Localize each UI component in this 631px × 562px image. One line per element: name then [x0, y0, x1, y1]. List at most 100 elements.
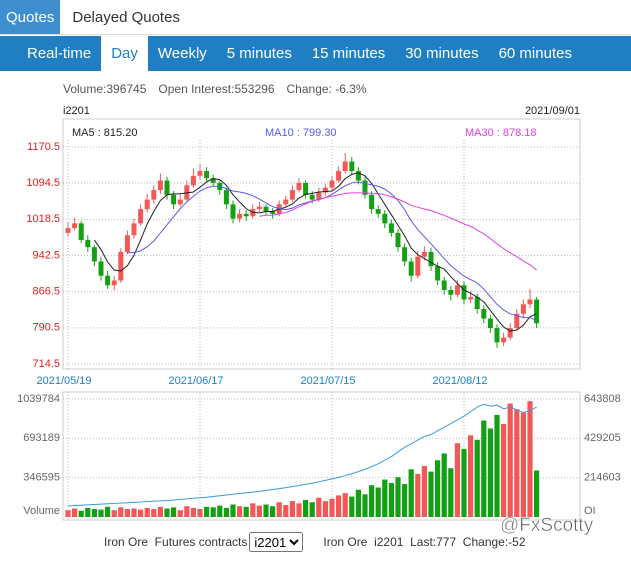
info-text: Volume:396745: [63, 82, 147, 96]
volume-bar: [270, 506, 276, 517]
volume-bar: [177, 510, 183, 517]
volume-bar: [65, 510, 71, 517]
date-label: 2021/09/01: [525, 105, 580, 117]
tab[interactable]: Quotes: [0, 0, 61, 34]
candle-body: [243, 213, 249, 217]
candle-body: [289, 190, 295, 200]
y-tick-label: 1094.5: [26, 177, 60, 189]
candle-body: [501, 337, 507, 343]
candle-body: [190, 175, 196, 186]
volume-bar: [98, 509, 104, 517]
ma-line: [259, 192, 537, 271]
y-tick-label: 942.5: [32, 249, 60, 261]
y-axis-label: Volume: [23, 505, 60, 517]
volume-bar: [184, 506, 190, 517]
volume-bar: [263, 504, 269, 517]
volume-bar: [217, 505, 223, 517]
candle-body: [309, 194, 315, 200]
period-tab[interactable]: Weekly: [157, 45, 207, 62]
period-tab[interactable]: 60 minutes: [498, 45, 572, 62]
volume-bar: [507, 403, 513, 517]
candle-body: [441, 280, 447, 291]
period-tab[interactable]: Day: [101, 36, 148, 71]
volume-bar: [329, 498, 335, 517]
volume-bar: [448, 468, 454, 517]
volume-bar: [144, 507, 150, 517]
period-tab[interactable]: Real-time: [27, 45, 92, 62]
candle-body: [454, 285, 460, 295]
x-tick-label: 2021/05/19: [36, 375, 91, 387]
y-tick-label: 693189: [23, 432, 60, 444]
oi-line: [67, 403, 537, 507]
volume-bar: [118, 507, 124, 517]
y2-axis-label: OI: [584, 505, 596, 517]
x-tick-label: 2021/08/12: [432, 375, 487, 387]
y-tick-label: 790.5: [32, 322, 60, 334]
y2-tick-label: 429205: [584, 432, 621, 444]
candle-body: [402, 247, 408, 262]
candle-body: [474, 297, 480, 310]
candle-body: [520, 304, 526, 314]
volume-bar: [72, 508, 78, 517]
volume-bar: [276, 502, 282, 517]
volume-bar: [534, 470, 540, 517]
period-tab[interactable]: 5 minutes: [226, 45, 292, 62]
candle-body: [487, 318, 493, 329]
volume-bar: [256, 505, 262, 517]
volume-bar: [481, 420, 487, 517]
candle-body: [105, 275, 111, 286]
period-tab[interactable]: 30 minutes: [405, 45, 479, 62]
ma-line: [93, 172, 537, 332]
candle-body: [494, 328, 500, 343]
candle-body: [124, 235, 130, 252]
volume-bar: [461, 448, 467, 517]
volume-bar: [514, 409, 520, 517]
tab[interactable]: Delayed Quotes: [72, 9, 180, 26]
candle-body: [204, 171, 210, 179]
candle-body: [461, 285, 467, 300]
y-tick-label: 866.5: [32, 286, 60, 298]
volume-bar: [454, 443, 460, 517]
info-text: Open Interest:553296: [158, 82, 275, 96]
volume-bar: [243, 506, 249, 517]
candle-body: [362, 180, 368, 195]
volume-bar: [388, 482, 394, 517]
contract-select[interactable]: i2201: [249, 532, 304, 552]
candle-body: [65, 228, 71, 233]
tab-bar: Quotes Delayed Quotes: [0, 0, 631, 35]
volume-bar: [190, 507, 196, 517]
candle-body: [164, 180, 170, 195]
ma-line: [127, 181, 537, 321]
candle-body: [448, 290, 454, 295]
legend-entry: MA10 : 799.30: [265, 127, 337, 139]
volume-bar: [131, 508, 137, 517]
candle-body: [382, 213, 388, 224]
volume-bar: [296, 503, 302, 517]
volume-bar: [355, 489, 361, 517]
volume-bar: [527, 401, 533, 517]
volume-bar: [342, 493, 348, 517]
volume-bar: [421, 465, 427, 517]
volume-bar: [204, 506, 210, 517]
y-tick-label: 1039784: [17, 393, 60, 405]
candle-body: [177, 199, 183, 205]
candle-body: [322, 187, 328, 193]
volume-bar: [316, 497, 322, 517]
y2-tick-label: 643808: [584, 393, 621, 405]
volume-bar: [441, 453, 447, 517]
candle-body: [72, 223, 78, 229]
volume-bar: [408, 469, 414, 517]
volume-bar: [487, 428, 493, 517]
candle-body: [296, 182, 302, 191]
volume-bar: [309, 502, 315, 517]
volume-bar: [501, 423, 507, 517]
volume-bar: [382, 479, 388, 517]
volume-bar: [375, 487, 381, 517]
candle-body: [395, 232, 401, 248]
candle-body: [415, 256, 421, 276]
footer-quote: Iron Ore i2201 Last:777 Change:-52: [323, 535, 526, 549]
period-tab[interactable]: 15 minutes: [311, 45, 386, 62]
volume-bar: [151, 509, 157, 517]
